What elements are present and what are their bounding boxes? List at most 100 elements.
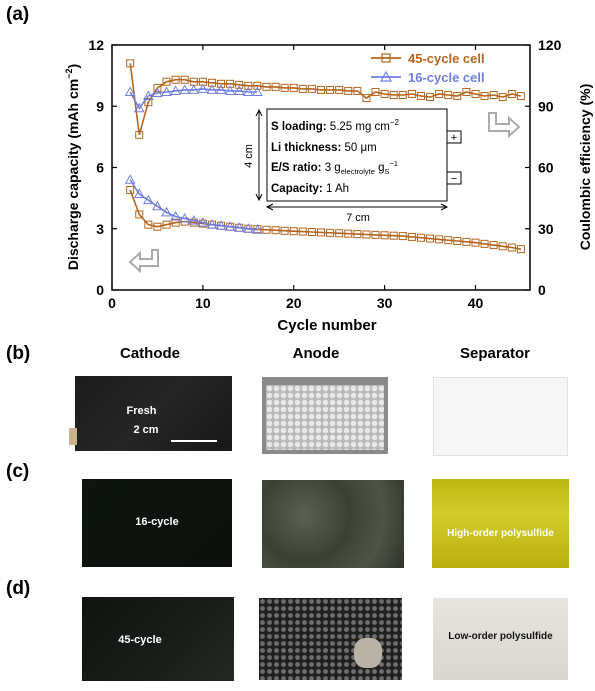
data-point-45-ce <box>317 85 325 94</box>
data-point-45-capacity <box>335 229 344 238</box>
photo-anode-16cycle <box>262 480 404 568</box>
x-tick-label: 40 <box>468 295 484 311</box>
data-point-16-ce <box>252 86 263 96</box>
photo-cathode-16cycle: 16-cycle <box>82 479 232 567</box>
data-point-45-capacity <box>516 245 525 254</box>
photo-cathode-45cycle: 45-cycle <box>82 597 234 681</box>
label-high-order-polysulfide: High-order polysulfide <box>447 528 554 539</box>
data-point-45-capacity <box>126 185 135 194</box>
data-point-45-ce <box>344 86 353 95</box>
data-point-45-capacity <box>471 238 480 247</box>
data-point-45-ce <box>416 92 425 101</box>
data-point-45-ce <box>262 82 271 91</box>
data-point-45-ce <box>271 82 280 91</box>
svg-text:−: − <box>451 173 457 185</box>
y-axis-left-title: Discharge capacity (mAh cm−2) <box>64 64 81 270</box>
data-point-16-ce <box>224 85 236 95</box>
data-point-45-ce <box>217 79 226 88</box>
panel-label-a: (a) <box>6 4 30 25</box>
x-tick-label: 20 <box>286 295 302 311</box>
legend-marker-16 <box>379 70 393 82</box>
data-point-45-ce <box>380 90 389 98</box>
legend-label-45: 45-cycle cell <box>408 51 485 66</box>
y-right-tick-label: 90 <box>538 98 554 114</box>
data-point-45-capacity <box>444 236 453 245</box>
x-tick-label: 0 <box>108 295 116 311</box>
data-point-45-capacity <box>307 228 316 237</box>
data-point-45-ce <box>180 75 189 84</box>
y-left-tick-label: 0 <box>96 282 104 298</box>
x-tick-label: 30 <box>377 295 393 311</box>
y-left-tick-label: 9 <box>96 98 104 114</box>
positive-tab <box>446 130 462 144</box>
data-point-45-capacity <box>317 228 325 237</box>
data-point-45-capacity <box>280 226 289 235</box>
series-line-45-capacity <box>129 189 522 250</box>
photo-anode-45cycle <box>259 598 402 680</box>
data-point-16-capacity <box>197 217 209 227</box>
series-line-16-capacity <box>129 179 258 231</box>
data-point-45-capacity <box>416 233 425 242</box>
data-point-16-capacity <box>242 223 254 233</box>
column-header-cathode: Cathode <box>120 345 180 362</box>
data-point-16-ce <box>197 83 209 93</box>
data-point-16-ce <box>142 90 154 101</box>
photo-cathode-fresh: Fresh 2 cm <box>75 376 232 451</box>
data-point-45-ce <box>371 87 380 96</box>
data-point-16-ce <box>179 84 191 94</box>
data-point-16-capacity <box>206 219 218 229</box>
y-left-tick-label: 3 <box>96 221 104 237</box>
data-point-45-capacity <box>462 237 471 246</box>
data-point-45-ce <box>389 91 398 100</box>
data-point-45-ce <box>398 91 407 100</box>
label-45-cycle: 45-cycle <box>118 634 162 646</box>
data-point-45-capacity <box>353 230 362 239</box>
data-point-16-ce <box>170 85 181 95</box>
width-dimension: 7 cm <box>346 212 370 224</box>
data-point-45-ce <box>153 83 162 92</box>
negative-tab <box>446 171 462 185</box>
data-point-16-capacity <box>188 215 200 225</box>
scalebar-label: 2 cm <box>133 424 159 436</box>
data-point-45-ce <box>407 90 416 98</box>
data-point-45-capacity <box>344 229 353 238</box>
inset-capacity: Capacity: 1 Ah <box>271 183 349 195</box>
data-point-45-capacity <box>162 220 171 229</box>
data-point-45-capacity <box>171 218 180 227</box>
data-point-45-ce <box>135 130 144 139</box>
panel-label-d: (d) <box>6 578 31 599</box>
data-point-45-capacity <box>298 227 307 236</box>
separator-fresh <box>433 377 568 456</box>
data-point-16-ce <box>133 102 145 113</box>
data-point-16-ce <box>152 87 163 97</box>
x-tick-label: 10 <box>195 295 211 311</box>
legend-label-16: 16-cycle cell <box>408 70 485 85</box>
label-fresh: Fresh <box>126 405 157 417</box>
photo-separator-16cycle: High-order polysulfide <box>432 479 569 568</box>
data-point-45-ce <box>326 85 335 94</box>
data-point-45-capacity <box>271 226 280 235</box>
data-point-45-capacity <box>426 234 435 243</box>
series-line-45-ce <box>129 63 522 136</box>
data-point-16-ce <box>124 86 136 96</box>
data-point-16-ce <box>233 85 245 95</box>
y-left-tick-label: 6 <box>96 160 104 176</box>
data-point-16-capacity <box>233 222 245 232</box>
data-point-45-ce <box>126 59 135 68</box>
x-axis-title: Cycle number <box>277 317 376 334</box>
cathode-tab <box>69 428 77 445</box>
data-point-45-capacity <box>507 243 516 252</box>
data-point-16-capacity <box>252 224 263 234</box>
data-point-45-capacity <box>144 220 153 229</box>
data-point-45-ce <box>244 81 253 90</box>
chart-series <box>124 59 525 254</box>
data-point-45-ce <box>144 98 153 107</box>
inset-li-thickness: Li thickness: 50 μm <box>271 142 377 154</box>
data-point-45-ce <box>498 93 507 102</box>
arrow-right-icon <box>488 112 521 139</box>
cell-spec-inset: S loading: 5.25 mg cm−2 Li thickness: 50… <box>243 108 462 224</box>
data-point-45-ce <box>453 92 462 101</box>
data-point-45-ce <box>335 85 344 94</box>
